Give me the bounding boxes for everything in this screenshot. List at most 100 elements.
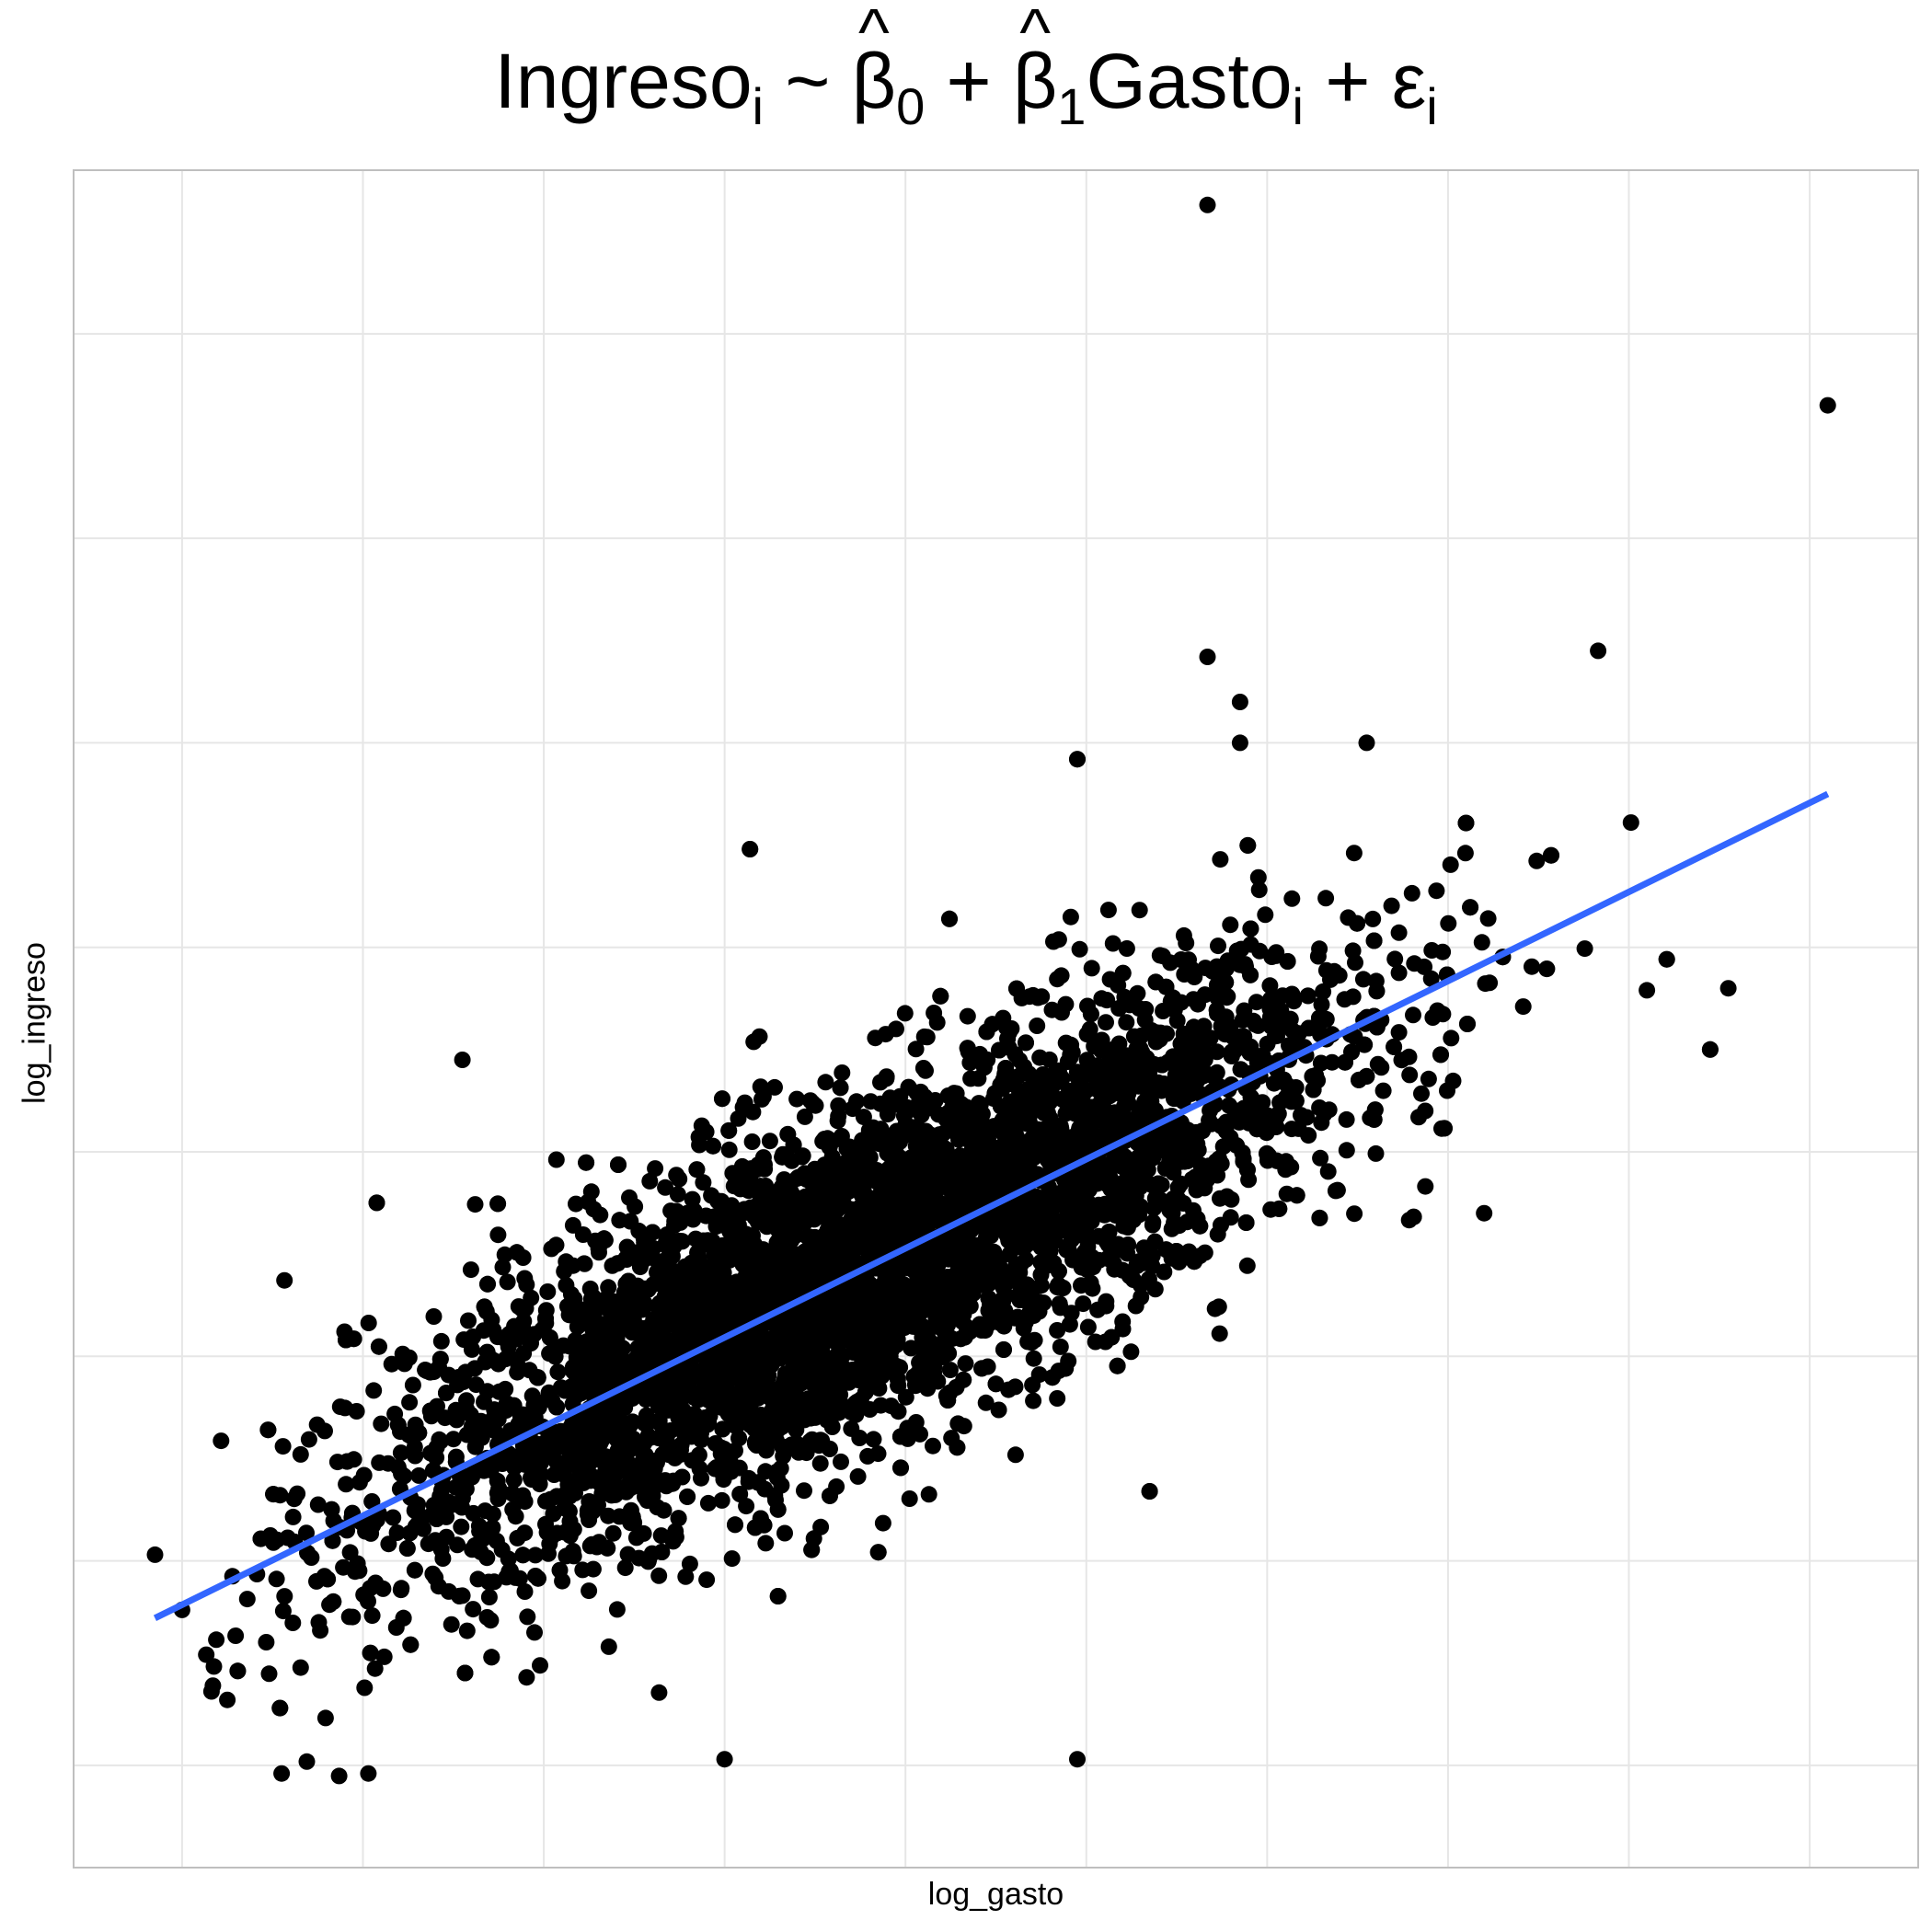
data-point (719, 1405, 737, 1422)
data-point (843, 1404, 860, 1421)
data-point (1477, 975, 1494, 993)
data-point (877, 1166, 893, 1183)
data-point (604, 1524, 622, 1542)
data-point (373, 1415, 390, 1432)
data-point (1007, 1098, 1025, 1116)
data-point (1110, 1148, 1127, 1166)
data-point (401, 1394, 419, 1411)
data-point (817, 1299, 834, 1317)
data-point (518, 1669, 535, 1686)
data-point (750, 1474, 766, 1491)
data-point (788, 1392, 805, 1409)
data-point (389, 1416, 407, 1433)
data-point (720, 1121, 738, 1139)
data-point (1356, 1036, 1374, 1053)
data-point (1191, 1217, 1209, 1235)
data-point (1125, 1028, 1143, 1045)
data-point (458, 1392, 475, 1409)
data-point (700, 1236, 717, 1253)
data-point (620, 1272, 638, 1290)
data-point (497, 1402, 514, 1420)
data-point (610, 1156, 627, 1173)
data-point (763, 1402, 780, 1420)
data-point (543, 1240, 560, 1258)
data-point (1124, 1187, 1142, 1204)
data-point (939, 1392, 957, 1409)
data-point (824, 1404, 842, 1421)
data-point (685, 1410, 703, 1428)
data-point (1456, 845, 1474, 862)
data-point (804, 1095, 822, 1112)
data-point (862, 1093, 880, 1110)
data-point (969, 1271, 986, 1289)
data-point (932, 987, 949, 1005)
data-point (462, 1261, 479, 1279)
data-point (854, 1132, 871, 1149)
data-point (1046, 1185, 1064, 1202)
data-point (890, 1377, 907, 1395)
data-point (562, 1440, 580, 1457)
data-point (529, 1369, 546, 1386)
data-point (393, 1466, 410, 1483)
data-point (1196, 1051, 1213, 1068)
data-point (1236, 1028, 1253, 1045)
data-point (1127, 1297, 1144, 1315)
data-point (651, 1294, 669, 1312)
data-point (371, 1454, 388, 1471)
data-point (650, 1397, 667, 1415)
data-point (608, 1601, 626, 1618)
data-point (872, 1230, 889, 1248)
data-point (1057, 1105, 1075, 1122)
data-point (776, 1365, 794, 1383)
data-point (641, 1172, 659, 1190)
data-point (608, 1329, 626, 1346)
data-point (1238, 1161, 1256, 1179)
data-point (1183, 1170, 1201, 1188)
data-point (1010, 1136, 1028, 1154)
data-point (363, 1607, 381, 1625)
data-point (833, 1453, 849, 1470)
data-point (674, 1361, 692, 1378)
data-point (891, 1428, 909, 1445)
data-point (494, 1259, 512, 1276)
data-point (960, 1286, 977, 1304)
data-point (454, 1499, 470, 1516)
data-point (984, 1185, 1002, 1202)
data-point (1410, 1109, 1427, 1126)
data-point (1147, 1024, 1165, 1041)
data-point (937, 1110, 955, 1128)
data-point (1345, 845, 1363, 862)
data-point (1045, 1066, 1063, 1083)
data-point (790, 1194, 808, 1212)
data-point (1429, 1002, 1446, 1019)
data-point (1006, 1046, 1024, 1064)
data-point (723, 1550, 741, 1568)
data-point (319, 1570, 337, 1588)
data-point (1315, 983, 1332, 1000)
data-point (489, 1328, 506, 1346)
data-point (323, 1501, 340, 1518)
data-point (1104, 1049, 1121, 1066)
data-point (274, 1603, 292, 1620)
data-point (1354, 971, 1372, 988)
data-point (252, 1530, 270, 1547)
data-point (879, 1144, 896, 1162)
data-point (547, 1151, 565, 1168)
data-point (1248, 994, 1265, 1011)
data-point (669, 1186, 686, 1203)
data-point (298, 1524, 315, 1542)
data-point (546, 1434, 564, 1452)
data-point (926, 1144, 944, 1162)
data-point (640, 1413, 658, 1431)
data-point (560, 1426, 578, 1443)
data-point (479, 1275, 496, 1293)
data-point (892, 1459, 909, 1477)
data-point (537, 1310, 554, 1328)
data-point (1222, 916, 1239, 934)
data-point (581, 1512, 598, 1528)
data-point (595, 1325, 613, 1342)
data-point (1118, 940, 1135, 957)
data-point (480, 1573, 498, 1591)
data-point (453, 1518, 470, 1535)
